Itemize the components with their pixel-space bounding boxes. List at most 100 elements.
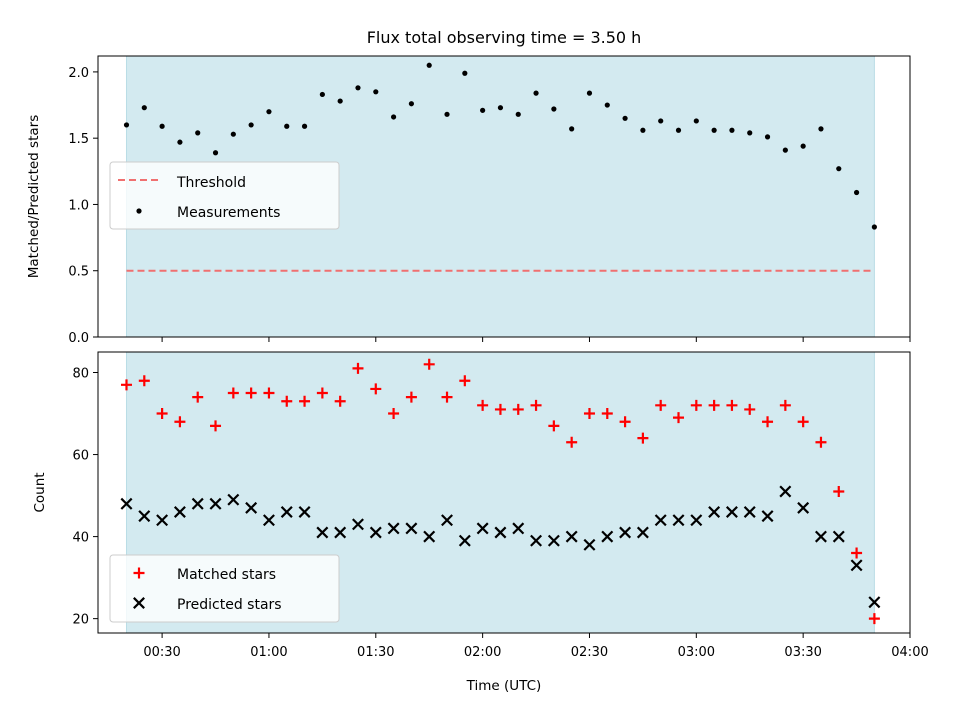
- matched-star-point: [227, 387, 239, 399]
- matched-star-point: [192, 391, 204, 403]
- matched-star-point: [868, 613, 880, 625]
- matched-star-point: [851, 547, 863, 559]
- matched-star-point: [815, 436, 827, 448]
- predicted-star-point: [547, 534, 560, 547]
- matched-star-point: [566, 436, 578, 448]
- matched-star-point: [512, 403, 524, 415]
- predicted-star-point: [690, 514, 703, 527]
- matched-star-point: [174, 416, 186, 428]
- measurement-point: [426, 62, 432, 68]
- y-tick-label: 2.0: [68, 66, 89, 81]
- measurement-point: [533, 90, 539, 96]
- predicted-star-point: [441, 514, 453, 527]
- measurement-point: [800, 143, 806, 149]
- measurement-point: [658, 118, 664, 124]
- y-tick-label: 1.0: [68, 198, 89, 213]
- x-tick-label: 03:30: [784, 645, 821, 660]
- predicted-star-point: [601, 530, 614, 543]
- y-axis-label: Matched/Predicted stars: [26, 115, 42, 278]
- matched-star-point: [316, 387, 328, 399]
- measurement-point: [355, 85, 361, 91]
- matched-star-point: [281, 395, 293, 407]
- matched-star-point: [423, 358, 435, 370]
- measurement-point: [141, 105, 147, 111]
- measurement-point: [301, 123, 308, 129]
- measurement-point: [462, 70, 468, 76]
- predicted-star-point: [672, 514, 685, 527]
- matched-star-point: [388, 408, 400, 420]
- measurement-point: [515, 111, 521, 117]
- x-tick-label: 02:30: [571, 645, 608, 660]
- predicted-star-point: [814, 530, 827, 543]
- predicted-star-point: [298, 506, 311, 518]
- predicted-star-point: [209, 497, 222, 510]
- predicted-star-point: [708, 506, 721, 518]
- predicted-star-point: [494, 526, 507, 539]
- predicted-star-point: [423, 530, 436, 543]
- x-axis-label: Time (UTC): [466, 678, 542, 694]
- y-tick-label: 40: [72, 531, 89, 546]
- matched-star-point: [263, 387, 275, 399]
- legend-label-threshold: Threshold: [176, 175, 246, 191]
- y-tick-label: 60: [72, 449, 89, 464]
- legend: Threshold Measurements: [109, 161, 340, 230]
- measurement-point: [604, 102, 610, 108]
- matched-star-point: [370, 383, 382, 395]
- x-tick-label: 01:00: [250, 645, 287, 660]
- measurement-point: [497, 105, 504, 111]
- measurement-point: [408, 101, 415, 107]
- legend-label-predicted: Predicted stars: [177, 597, 282, 613]
- measurement-point: [853, 189, 860, 196]
- predicted-star-point: [761, 510, 774, 523]
- measurement-point: [480, 107, 486, 113]
- predicted-star-point: [583, 538, 596, 551]
- axes-frame: [97, 351, 911, 634]
- matched-star-point: [245, 387, 257, 399]
- legend-box: [109, 554, 340, 623]
- y-tick-label: 20: [72, 613, 89, 628]
- predicted-star-point: [334, 526, 347, 539]
- legend-box: [109, 161, 340, 230]
- measurement-point: [871, 224, 877, 230]
- y-axis-label: Count: [32, 472, 48, 512]
- measurement-point: [444, 111, 450, 117]
- matched-star-point: [334, 395, 346, 407]
- matched-star-point: [138, 375, 150, 387]
- measurement-point: [693, 118, 699, 124]
- matched-star-point: [530, 399, 542, 411]
- measurement-point: [818, 126, 824, 132]
- predicted-star-point: [120, 497, 133, 510]
- x-tick-label: 01:30: [357, 645, 394, 660]
- matched-star-point: [673, 412, 685, 424]
- measurement-point: [212, 150, 219, 156]
- predicted-star-point: [743, 506, 756, 518]
- y-tick-label: 0.5: [68, 265, 89, 280]
- matched-star-point: [548, 420, 560, 432]
- predicted-star-point: [387, 522, 400, 535]
- predicted-star-point: [725, 506, 738, 518]
- measurement-point: [782, 147, 788, 153]
- chart-title: Flux total observing time = 3.50 h: [367, 28, 642, 47]
- measurement-point: [729, 127, 735, 133]
- predicted-star-point: [458, 534, 471, 547]
- measurement-point: [747, 130, 753, 136]
- predicted-star-point: [636, 526, 649, 539]
- legend-label-matched: Matched stars: [177, 567, 276, 583]
- matched-star-point: [405, 391, 417, 403]
- matched-star-point: [441, 391, 453, 403]
- measurement-point: [675, 127, 682, 133]
- measurement-point: [159, 123, 165, 129]
- matched-star-point: [477, 399, 489, 411]
- predicted-star-point: [262, 514, 275, 527]
- matched-star-point: [762, 416, 774, 428]
- predicted-star-point: [797, 501, 810, 514]
- measurement-point: [836, 166, 842, 172]
- predicted-star-point: [156, 514, 169, 527]
- predicted-star-point: [779, 485, 792, 498]
- matched-star-point: [156, 408, 168, 420]
- y-tick-label: 0.0: [68, 331, 89, 346]
- legend-matched-swatch: [133, 567, 145, 579]
- measurement-point: [390, 114, 397, 120]
- predicted-star-point: [405, 522, 418, 535]
